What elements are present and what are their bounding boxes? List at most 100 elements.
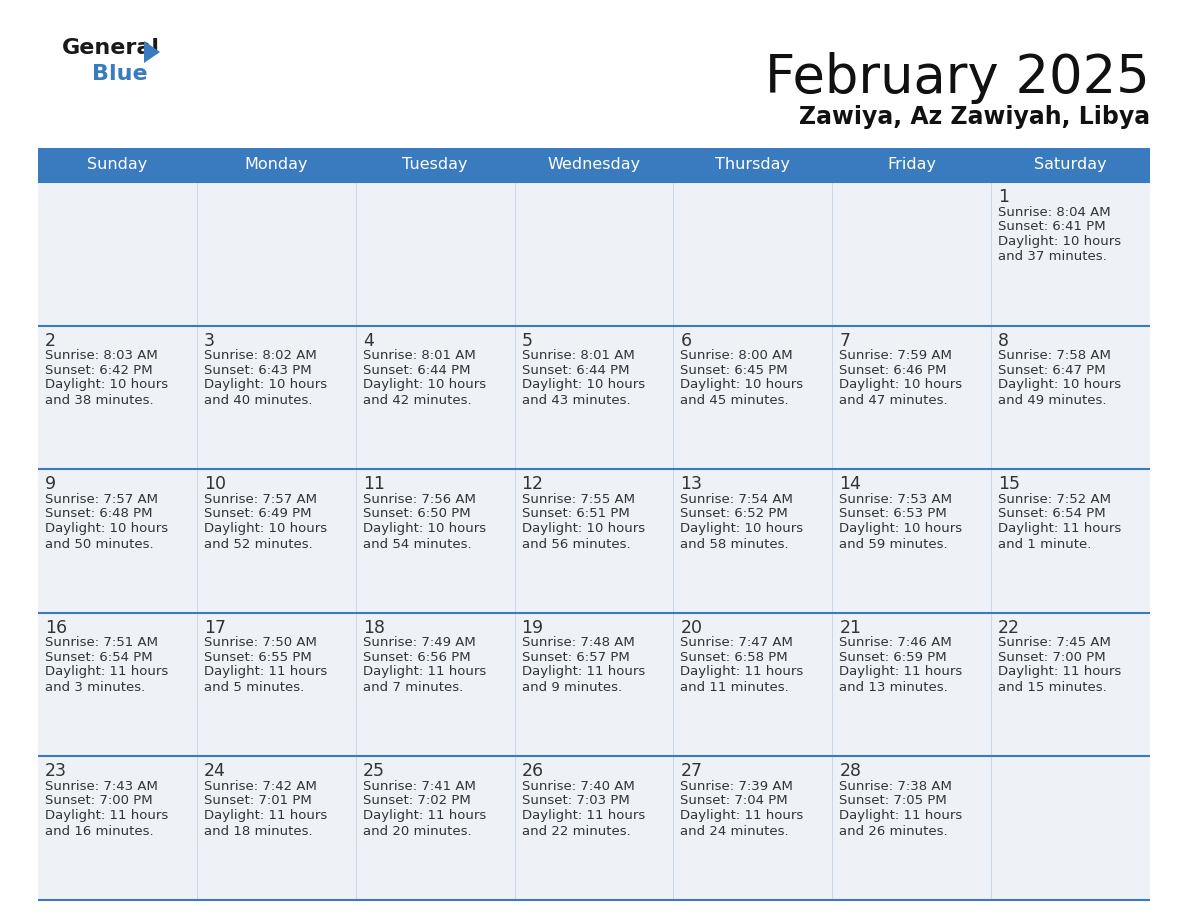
Text: Daylight: 11 hours
and 9 minutes.: Daylight: 11 hours and 9 minutes. (522, 666, 645, 694)
Text: Sunset: 6:58 PM: Sunset: 6:58 PM (681, 651, 788, 664)
Bar (514, 469, 674, 613)
Bar (833, 613, 991, 756)
Text: Sunrise: 7:58 AM: Sunrise: 7:58 AM (998, 349, 1111, 362)
Bar (197, 326, 355, 469)
Text: Daylight: 10 hours
and 37 minutes.: Daylight: 10 hours and 37 minutes. (998, 234, 1121, 263)
Text: Sunset: 6:47 PM: Sunset: 6:47 PM (998, 364, 1106, 376)
Bar (38, 326, 197, 469)
Text: Sunset: 6:43 PM: Sunset: 6:43 PM (204, 364, 311, 376)
Text: Daylight: 10 hours
and 50 minutes.: Daylight: 10 hours and 50 minutes. (45, 521, 169, 551)
Bar (197, 469, 355, 613)
Text: 16: 16 (45, 619, 68, 637)
Text: Sunset: 6:51 PM: Sunset: 6:51 PM (522, 508, 630, 521)
Text: Tuesday: Tuesday (403, 158, 468, 173)
Text: Sunrise: 7:55 AM: Sunrise: 7:55 AM (522, 493, 634, 506)
Text: 12: 12 (522, 476, 544, 493)
Text: Sunrise: 7:54 AM: Sunrise: 7:54 AM (681, 493, 794, 506)
Bar (514, 182, 674, 326)
Text: 3: 3 (204, 331, 215, 350)
Bar (674, 613, 833, 756)
Text: Daylight: 10 hours
and 49 minutes.: Daylight: 10 hours and 49 minutes. (998, 378, 1121, 407)
Bar (991, 613, 1150, 756)
Bar (991, 326, 1150, 469)
Bar (674, 756, 833, 900)
Text: Sunset: 6:49 PM: Sunset: 6:49 PM (204, 508, 311, 521)
Text: Daylight: 10 hours
and 40 minutes.: Daylight: 10 hours and 40 minutes. (204, 378, 327, 407)
Text: Sunset: 6:57 PM: Sunset: 6:57 PM (522, 651, 630, 664)
Text: Sunrise: 7:48 AM: Sunrise: 7:48 AM (522, 636, 634, 649)
Bar (833, 182, 991, 326)
Text: Thursday: Thursday (715, 158, 790, 173)
Text: Daylight: 11 hours
and 16 minutes.: Daylight: 11 hours and 16 minutes. (45, 809, 169, 838)
Text: Sunrise: 7:41 AM: Sunrise: 7:41 AM (362, 780, 475, 793)
Bar (38, 148, 197, 182)
Text: Sunrise: 7:45 AM: Sunrise: 7:45 AM (998, 636, 1111, 649)
Text: 22: 22 (998, 619, 1020, 637)
Text: 20: 20 (681, 619, 702, 637)
Text: Sunset: 6:46 PM: Sunset: 6:46 PM (839, 364, 947, 376)
Bar (38, 613, 197, 756)
Text: 9: 9 (45, 476, 56, 493)
Text: Sunset: 7:02 PM: Sunset: 7:02 PM (362, 794, 470, 808)
Text: 26: 26 (522, 763, 544, 780)
Bar (991, 756, 1150, 900)
Bar (514, 756, 674, 900)
Text: 25: 25 (362, 763, 385, 780)
Text: Daylight: 11 hours
and 5 minutes.: Daylight: 11 hours and 5 minutes. (204, 666, 327, 694)
Text: Sunset: 6:45 PM: Sunset: 6:45 PM (681, 364, 788, 376)
Text: Sunset: 7:01 PM: Sunset: 7:01 PM (204, 794, 311, 808)
Text: Daylight: 10 hours
and 52 minutes.: Daylight: 10 hours and 52 minutes. (204, 521, 327, 551)
Text: Daylight: 11 hours
and 18 minutes.: Daylight: 11 hours and 18 minutes. (204, 809, 327, 838)
Bar (833, 756, 991, 900)
Text: Saturday: Saturday (1035, 158, 1107, 173)
Text: Sunrise: 8:03 AM: Sunrise: 8:03 AM (45, 349, 158, 362)
Text: Sunset: 6:54 PM: Sunset: 6:54 PM (45, 651, 152, 664)
Text: Sunrise: 8:01 AM: Sunrise: 8:01 AM (522, 349, 634, 362)
Text: Sunset: 6:56 PM: Sunset: 6:56 PM (362, 651, 470, 664)
Text: Sunset: 6:44 PM: Sunset: 6:44 PM (522, 364, 630, 376)
Bar (991, 148, 1150, 182)
Bar (197, 756, 355, 900)
Text: Sunrise: 7:46 AM: Sunrise: 7:46 AM (839, 636, 952, 649)
Text: Daylight: 10 hours
and 47 minutes.: Daylight: 10 hours and 47 minutes. (839, 378, 962, 407)
Bar (674, 326, 833, 469)
Bar (991, 469, 1150, 613)
Text: Sunset: 6:44 PM: Sunset: 6:44 PM (362, 364, 470, 376)
Text: Monday: Monday (245, 158, 308, 173)
Bar (197, 182, 355, 326)
Bar (833, 148, 991, 182)
Text: Daylight: 10 hours
and 45 minutes.: Daylight: 10 hours and 45 minutes. (681, 378, 803, 407)
Bar (197, 613, 355, 756)
Text: Sunrise: 8:00 AM: Sunrise: 8:00 AM (681, 349, 794, 362)
Text: Sunrise: 7:47 AM: Sunrise: 7:47 AM (681, 636, 794, 649)
Text: 2: 2 (45, 331, 56, 350)
Text: Daylight: 11 hours
and 1 minute.: Daylight: 11 hours and 1 minute. (998, 521, 1121, 551)
Text: Sunset: 7:04 PM: Sunset: 7:04 PM (681, 794, 788, 808)
Text: 13: 13 (681, 476, 702, 493)
Bar (674, 182, 833, 326)
Text: 6: 6 (681, 331, 691, 350)
Text: Daylight: 11 hours
and 11 minutes.: Daylight: 11 hours and 11 minutes. (681, 666, 803, 694)
Bar (674, 148, 833, 182)
Bar (833, 326, 991, 469)
Text: Daylight: 11 hours
and 22 minutes.: Daylight: 11 hours and 22 minutes. (522, 809, 645, 838)
Text: Sunrise: 7:57 AM: Sunrise: 7:57 AM (45, 493, 158, 506)
Text: Sunday: Sunday (87, 158, 147, 173)
Text: 8: 8 (998, 331, 1009, 350)
Text: Sunset: 7:03 PM: Sunset: 7:03 PM (522, 794, 630, 808)
Text: 21: 21 (839, 619, 861, 637)
Text: 14: 14 (839, 476, 861, 493)
Text: Friday: Friday (887, 158, 936, 173)
Text: 24: 24 (204, 763, 226, 780)
Text: Sunrise: 8:04 AM: Sunrise: 8:04 AM (998, 206, 1111, 218)
Bar (674, 469, 833, 613)
Bar (991, 182, 1150, 326)
Bar (355, 148, 514, 182)
Text: Sunset: 6:55 PM: Sunset: 6:55 PM (204, 651, 311, 664)
Text: Daylight: 11 hours
and 26 minutes.: Daylight: 11 hours and 26 minutes. (839, 809, 962, 838)
Text: Sunset: 6:52 PM: Sunset: 6:52 PM (681, 508, 788, 521)
Bar (514, 326, 674, 469)
Text: Blue: Blue (91, 64, 147, 84)
Text: Daylight: 11 hours
and 15 minutes.: Daylight: 11 hours and 15 minutes. (998, 666, 1121, 694)
Text: Daylight: 10 hours
and 54 minutes.: Daylight: 10 hours and 54 minutes. (362, 521, 486, 551)
